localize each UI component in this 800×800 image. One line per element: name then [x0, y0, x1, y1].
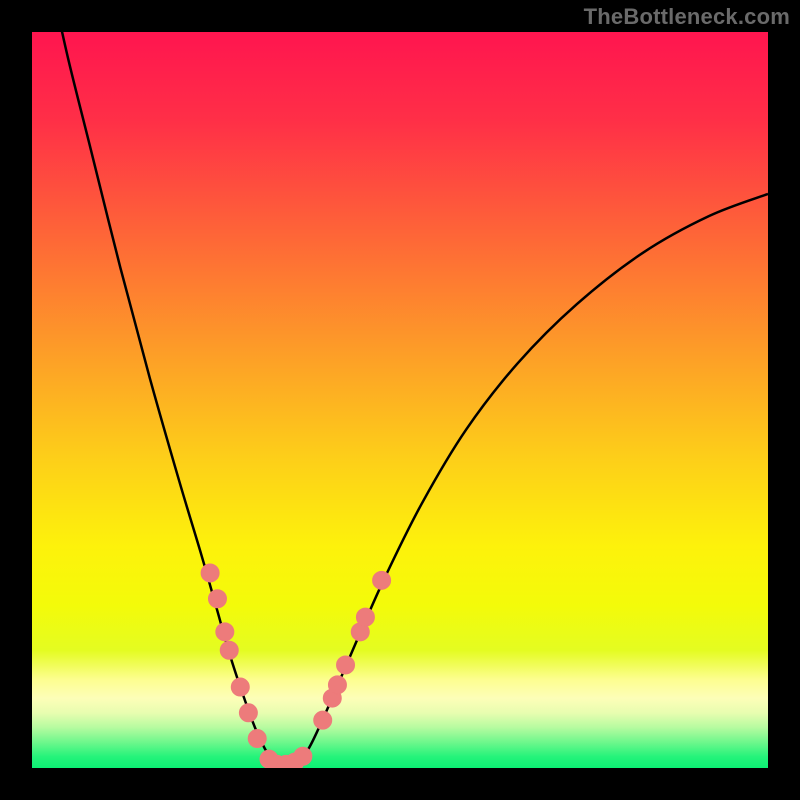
data-marker: [337, 656, 355, 674]
bottleneck-curve-chart: [0, 0, 800, 800]
data-marker: [208, 590, 226, 608]
data-marker: [248, 730, 266, 748]
data-marker: [294, 747, 312, 765]
frame-border-right: [768, 0, 800, 800]
frame-border-bottom: [0, 768, 800, 800]
data-marker: [216, 623, 234, 641]
data-marker: [239, 704, 257, 722]
data-marker: [314, 711, 332, 729]
data-marker: [201, 564, 219, 582]
data-marker: [328, 676, 346, 694]
data-marker: [373, 571, 391, 589]
watermark-text: TheBottleneck.com: [584, 4, 790, 30]
data-marker: [356, 608, 374, 626]
frame-border-left: [0, 0, 32, 800]
chart-frame: TheBottleneck.com: [0, 0, 800, 800]
plot-background: [32, 32, 768, 768]
data-marker: [231, 678, 249, 696]
data-marker: [220, 641, 238, 659]
